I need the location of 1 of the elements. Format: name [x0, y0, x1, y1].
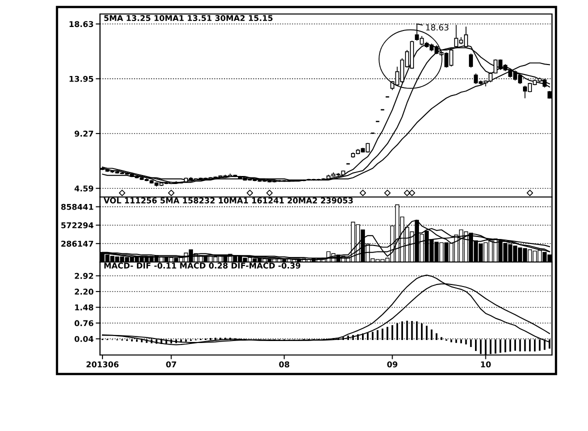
annotation: 18.63 [426, 24, 448, 31]
